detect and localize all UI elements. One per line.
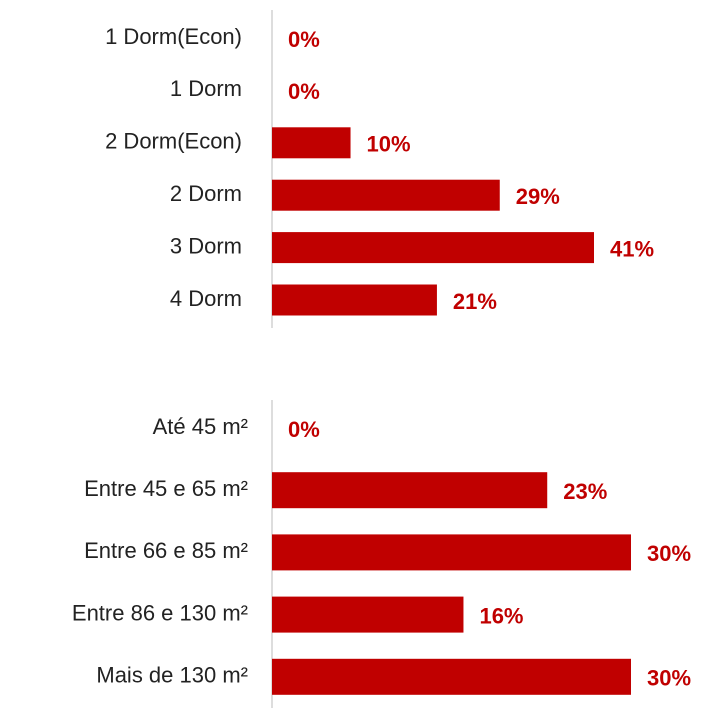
value-label: 23% — [563, 479, 607, 504]
bar — [272, 179, 500, 211]
value-label: 30% — [647, 541, 691, 566]
category-label: 1 Dorm — [170, 76, 242, 101]
category-label: Entre 86 e 130 m² — [72, 600, 248, 625]
value-label: 30% — [647, 666, 691, 691]
bar — [272, 127, 351, 159]
category-label: 4 Dorm — [170, 286, 242, 311]
bar — [272, 658, 631, 695]
category-label: 2 Dorm — [170, 181, 242, 206]
value-label: 16% — [479, 603, 523, 628]
category-label: Mais de 130 m² — [96, 663, 248, 688]
category-label: 3 Dorm — [170, 233, 242, 258]
bar — [272, 472, 548, 509]
bar — [272, 232, 594, 264]
bar — [272, 284, 437, 316]
value-label: 0% — [288, 27, 320, 52]
bar — [272, 596, 464, 633]
category-label: Até 45 m² — [153, 414, 248, 439]
value-label: 41% — [610, 236, 654, 261]
category-label: 2 Dorm(Econ) — [105, 129, 242, 154]
category-label: Entre 45 e 65 m² — [84, 476, 248, 501]
value-label: 0% — [288, 79, 320, 104]
bar — [272, 534, 631, 571]
category-label: 1 Dorm(Econ) — [105, 24, 242, 49]
value-label: 10% — [367, 132, 411, 157]
value-label: 21% — [453, 289, 497, 314]
value-label: 0% — [288, 417, 320, 442]
value-label: 29% — [516, 184, 560, 209]
category-label: Entre 66 e 85 m² — [84, 538, 248, 563]
